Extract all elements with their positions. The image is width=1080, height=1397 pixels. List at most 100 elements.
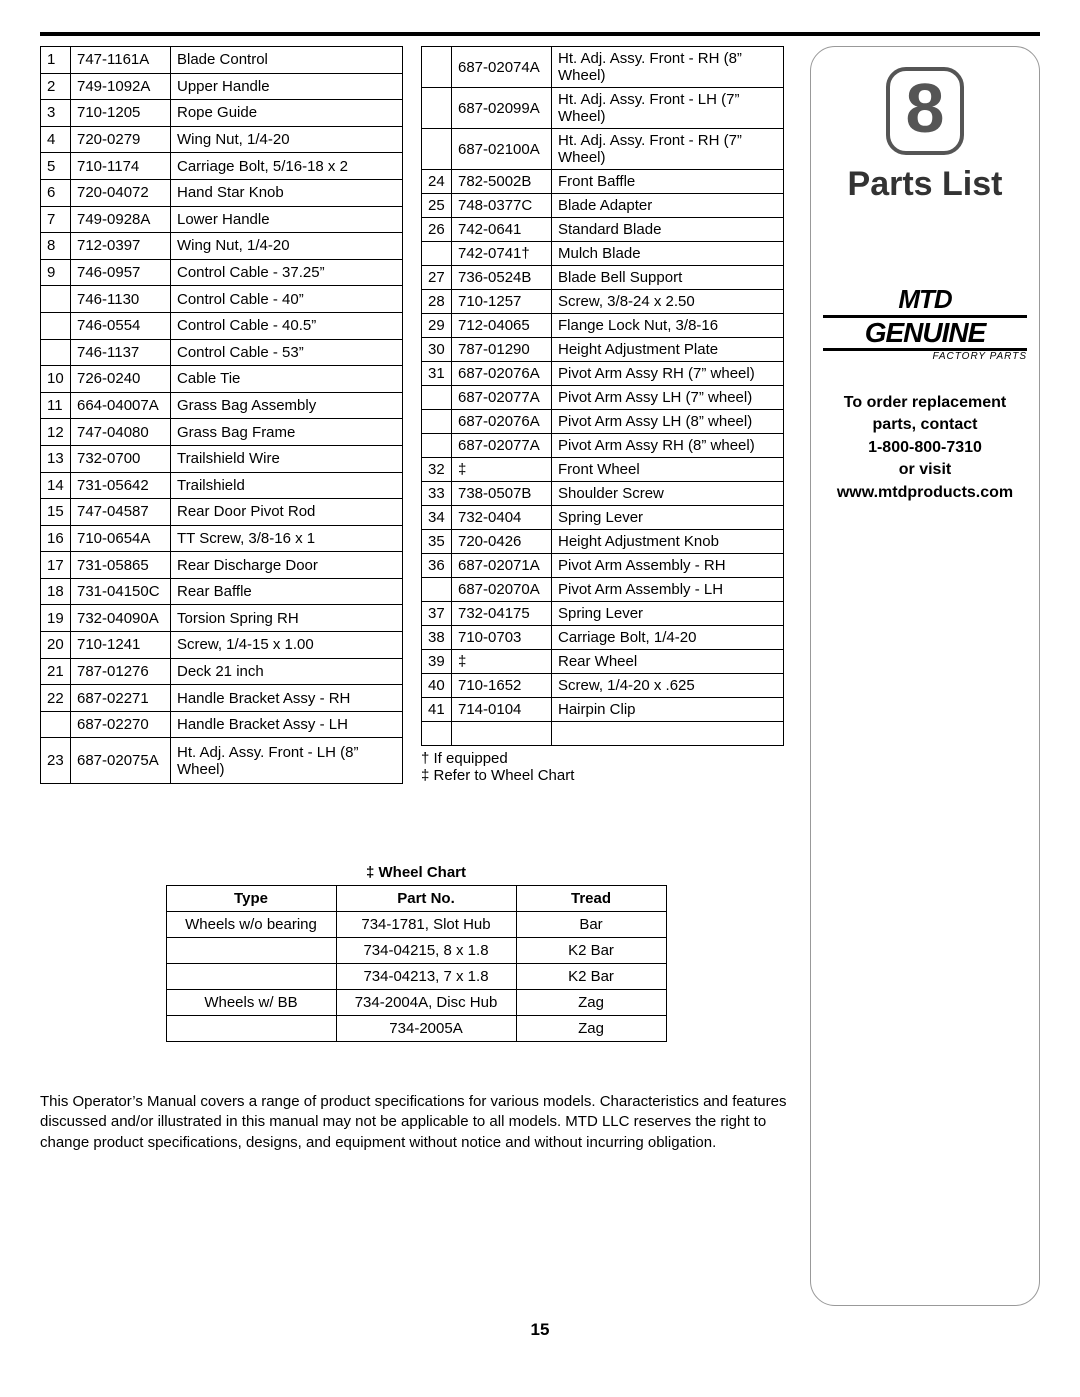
desc-cell: Mulch Blade bbox=[552, 242, 784, 266]
desc-cell: Blade Control bbox=[171, 47, 403, 74]
desc-cell: Control Cable - 40.5” bbox=[171, 312, 403, 339]
desc-cell: Ht. Adj. Assy. Front - RH (8” Wheel) bbox=[552, 47, 784, 88]
part-cell: 731-05642 bbox=[71, 472, 171, 499]
part-cell: 749-0928A bbox=[71, 206, 171, 233]
part-cell: 687-02270 bbox=[71, 711, 171, 738]
ref-cell: 39 bbox=[422, 650, 452, 674]
part-cell: 720-04072 bbox=[71, 179, 171, 206]
desc-cell: Ht. Adj. Assy. Front - LH (8” Wheel) bbox=[171, 738, 403, 784]
part-cell: 710-1241 bbox=[71, 632, 171, 659]
wheel-part-cell: 734-04213, 7 x 1.8 bbox=[336, 964, 516, 990]
ref-cell: 2 bbox=[41, 73, 71, 100]
table-row: 687-02270Handle Bracket Assy - LH bbox=[41, 711, 403, 738]
ref-cell: 21 bbox=[41, 658, 71, 685]
desc-cell: Rear Door Pivot Rod bbox=[171, 499, 403, 526]
desc-cell: Grass Bag Frame bbox=[171, 419, 403, 446]
page-number: 15 bbox=[40, 1320, 1040, 1340]
top-rule bbox=[40, 32, 1040, 36]
ref-cell bbox=[422, 578, 452, 602]
ref-cell: 35 bbox=[422, 530, 452, 554]
part-cell: 687-02076A bbox=[452, 362, 552, 386]
part-cell: 687-02074A bbox=[452, 47, 552, 88]
part-cell: 687-02070A bbox=[452, 578, 552, 602]
part-cell: 747-04587 bbox=[71, 499, 171, 526]
part-cell: 720-0426 bbox=[452, 530, 552, 554]
part-cell: 749-1092A bbox=[71, 73, 171, 100]
ref-cell: 38 bbox=[422, 626, 452, 650]
desc-cell: Blade Bell Support bbox=[552, 266, 784, 290]
ref-cell: 18 bbox=[41, 578, 71, 605]
order-line3: or visit bbox=[823, 459, 1027, 481]
ref-cell: 8 bbox=[41, 233, 71, 260]
ref-cell: 37 bbox=[422, 602, 452, 626]
table-row: 746-1130Control Cable - 40” bbox=[41, 286, 403, 313]
table-row: 11664-04007AGrass Bag Assembly bbox=[41, 392, 403, 419]
table-row: 7749-0928ALower Handle bbox=[41, 206, 403, 233]
table-row: 25748-0377CBlade Adapter bbox=[422, 194, 784, 218]
wheel-tread-cell: Zag bbox=[516, 1016, 666, 1042]
ref-cell: 28 bbox=[422, 290, 452, 314]
part-cell: 710-1652 bbox=[452, 674, 552, 698]
disclaimer-text: This Operator’s Manual covers a range of… bbox=[40, 1092, 792, 1153]
section-number-box: 8 bbox=[823, 67, 1027, 155]
table-row: 31687-02076APivot Arm Assy RH (7” wheel) bbox=[422, 362, 784, 386]
table-row: 6720-04072Hand Star Knob bbox=[41, 179, 403, 206]
ref-cell bbox=[422, 434, 452, 458]
desc-cell: Blade Adapter bbox=[552, 194, 784, 218]
ref-cell: 1 bbox=[41, 47, 71, 74]
ref-cell: 12 bbox=[41, 419, 71, 446]
desc-cell: Pivot Arm Assy RH (8” wheel) bbox=[552, 434, 784, 458]
part-cell: 710-1174 bbox=[71, 153, 171, 180]
ref-cell: 22 bbox=[41, 685, 71, 712]
ref-cell: 34 bbox=[422, 506, 452, 530]
order-url: www.mtdproducts.com bbox=[823, 482, 1027, 504]
section-number: 8 bbox=[886, 67, 965, 155]
table-row: 28710-1257Screw, 3/8-24 x 2.50 bbox=[422, 290, 784, 314]
table-row: 37732-04175Spring Lever bbox=[422, 602, 784, 626]
part-cell: 746-1137 bbox=[71, 339, 171, 366]
desc-cell: Wing Nut, 1/4-20 bbox=[171, 126, 403, 153]
ref-cell: 20 bbox=[41, 632, 71, 659]
order-line1: To order replacement bbox=[823, 392, 1027, 414]
desc-cell: Ht. Adj. Assy. Front - RH (7” Wheel) bbox=[552, 129, 784, 170]
ref-cell: 40 bbox=[422, 674, 452, 698]
desc-cell: Standard Blade bbox=[552, 218, 784, 242]
ref-cell bbox=[422, 722, 452, 746]
footnote-dagger: † If equipped bbox=[421, 750, 784, 767]
wheel-type-cell: Wheels w/ BB bbox=[166, 990, 336, 1016]
ref-cell bbox=[422, 386, 452, 410]
table-row: 32‡Front Wheel bbox=[422, 458, 784, 482]
wheel-part-cell: 734-2004A, Disc Hub bbox=[336, 990, 516, 1016]
ref-cell: 25 bbox=[422, 194, 452, 218]
desc-cell: Carriage Bolt, 5/16-18 x 2 bbox=[171, 153, 403, 180]
desc-cell: Spring Lever bbox=[552, 602, 784, 626]
sidebar-panel: 8 Parts List MTD GENUINE FACTORY PARTS T… bbox=[810, 46, 1040, 1306]
part-cell: 710-0703 bbox=[452, 626, 552, 650]
part-cell: 732-0404 bbox=[452, 506, 552, 530]
desc-cell: Rear Discharge Door bbox=[171, 552, 403, 579]
table-row: 35720-0426Height Adjustment Knob bbox=[422, 530, 784, 554]
footnote-ddagger: ‡ Refer to Wheel Chart bbox=[421, 767, 784, 784]
desc-cell: Front Baffle bbox=[552, 170, 784, 194]
ref-cell bbox=[422, 88, 452, 129]
desc-cell: Ht. Adj. Assy. Front - LH (7” Wheel) bbox=[552, 88, 784, 129]
ref-cell: 11 bbox=[41, 392, 71, 419]
desc-cell: Screw, 1/4-20 x .625 bbox=[552, 674, 784, 698]
table-row: 14731-05642Trailshield bbox=[41, 472, 403, 499]
table-row: 734-2005AZag bbox=[166, 1016, 666, 1042]
part-cell: 787-01290 bbox=[452, 338, 552, 362]
table-row: 3710-1205Rope Guide bbox=[41, 100, 403, 127]
part-cell: 747-04080 bbox=[71, 419, 171, 446]
desc-cell: Deck 21 inch bbox=[171, 658, 403, 685]
wheel-tread-cell: K2 Bar bbox=[516, 964, 666, 990]
desc-cell: Hand Star Knob bbox=[171, 179, 403, 206]
ref-cell: 27 bbox=[422, 266, 452, 290]
ref-cell bbox=[422, 242, 452, 266]
table-row: 5710-1174Carriage Bolt, 5/16-18 x 2 bbox=[41, 153, 403, 180]
part-cell: 742-0641 bbox=[452, 218, 552, 242]
footnotes: † If equipped ‡ Refer to Wheel Chart bbox=[421, 750, 784, 784]
part-cell: 732-04175 bbox=[452, 602, 552, 626]
parts-tables-row: 1747-1161ABlade Control2749-1092AUpper H… bbox=[40, 46, 792, 784]
ref-cell: 15 bbox=[41, 499, 71, 526]
part-cell: 726-0240 bbox=[71, 366, 171, 393]
